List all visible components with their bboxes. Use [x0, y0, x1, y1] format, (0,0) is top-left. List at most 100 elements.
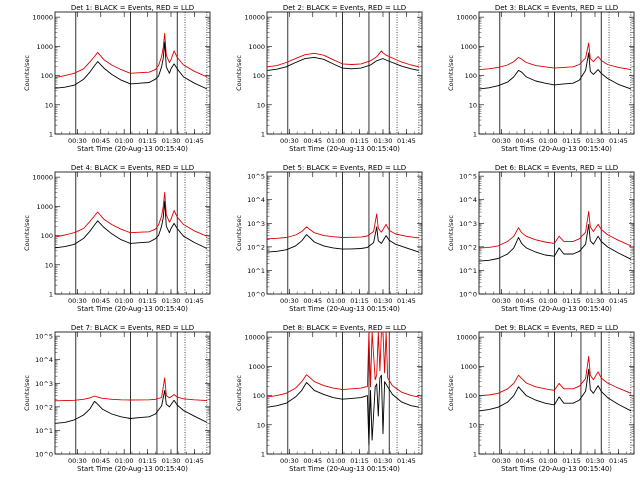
- x-tick-label: 01:45: [609, 137, 628, 145]
- plot-frame: [266, 331, 423, 455]
- x-tick-label: 01:45: [185, 297, 204, 305]
- events-series-line: [55, 389, 208, 424]
- x-axis-label: Start Time (20-Aug-13 00:15:40): [501, 305, 612, 313]
- y-tick-label: 100: [41, 232, 53, 240]
- panel-title: Det 3: BLACK = Events, RED = LLD: [495, 4, 618, 12]
- x-tick-label: 00:30: [492, 457, 511, 465]
- detector-panel-5: Det 5: BLACK = Events, RED = LLD 10^0 10^1…: [235, 164, 423, 313]
- y-axis-label: Counts/sec: [23, 375, 31, 411]
- y-tick-label: 100: [465, 392, 477, 400]
- y-tick-label: 1000: [460, 363, 477, 371]
- x-tick-label: 00:45: [515, 457, 534, 465]
- y-tick-label: 10^0: [459, 291, 477, 299]
- y-tick-label: 100: [41, 72, 53, 80]
- y-tick-label: 100: [465, 72, 477, 80]
- y-tick-label: 10000: [244, 14, 265, 22]
- x-axis-label: Start Time (20-Aug-13 00:15:40): [77, 305, 188, 313]
- y-tick-label: 10: [257, 421, 265, 429]
- y-tick-label: 10^4: [459, 196, 477, 204]
- x-tick-label: 01:00: [115, 457, 134, 465]
- panel-title: Det 6: BLACK = Events, RED = LLD: [495, 164, 618, 172]
- y-tick-label: 1: [261, 131, 265, 139]
- y-tick-label: 10^1: [35, 427, 53, 435]
- x-tick-label: 00:45: [91, 297, 110, 305]
- y-tick-label: 10: [45, 101, 53, 109]
- x-tick-label: 01:00: [327, 297, 346, 305]
- y-tick-label: 10^2: [247, 243, 265, 251]
- x-tick-label: 00:30: [280, 297, 299, 305]
- y-tick-label: 10^0: [247, 291, 265, 299]
- x-tick-label: 01:30: [586, 457, 605, 465]
- panel-title: Det 8: BLACK = Events, RED = LLD: [283, 324, 406, 332]
- panel-title: Det 2: BLACK = Events, RED = LLD: [283, 4, 406, 12]
- events-series-line: [267, 56, 419, 71]
- lld-series-line: [479, 355, 632, 397]
- x-tick-label: 01:00: [539, 297, 558, 305]
- x-tick-label: 01:45: [185, 457, 204, 465]
- y-tick-label: 1: [261, 451, 265, 459]
- x-tick-label: 00:45: [91, 457, 110, 465]
- x-tick-label: 01:30: [586, 297, 605, 305]
- y-axis-label: Counts/sec: [447, 215, 455, 251]
- detector-panel-3: Det 3: BLACK = Events, RED = LLD 1 10 100 10…: [447, 4, 635, 153]
- x-tick-label: 01:45: [609, 457, 628, 465]
- y-tick-label: 10^2: [459, 243, 477, 251]
- y-tick-label: 10000: [244, 334, 265, 342]
- y-tick-label: 1: [473, 451, 477, 459]
- x-tick-label: 00:45: [303, 297, 322, 305]
- plot-frame: [54, 171, 211, 295]
- x-tick-label: 01:15: [138, 297, 157, 305]
- x-tick-label: 01:30: [374, 137, 393, 145]
- plot-frame: [54, 11, 211, 135]
- events-series-line: [479, 52, 632, 90]
- plot-frame: [478, 331, 635, 455]
- x-tick-label: 01:15: [138, 457, 157, 465]
- x-tick-label: 01:15: [562, 137, 581, 145]
- events-series-line: [479, 368, 632, 412]
- plot-frame: [266, 11, 423, 135]
- y-tick-label: 10^3: [35, 380, 53, 388]
- panel-title: Det 5: BLACK = Events, RED = LLD: [283, 164, 406, 172]
- y-tick-label: 10^3: [247, 220, 265, 228]
- x-tick-label: 01:30: [162, 137, 181, 145]
- plot-frame: [54, 331, 211, 455]
- x-tick-label: 01:15: [562, 297, 581, 305]
- x-tick-label: 01:45: [397, 297, 416, 305]
- panel-title: Det 7: BLACK = Events, RED = LLD: [71, 324, 194, 332]
- events-series-line: [267, 374, 419, 446]
- y-axis-label: Counts/sec: [235, 375, 243, 411]
- y-tick-label: 10000: [32, 14, 53, 22]
- x-tick-label: 00:30: [492, 137, 511, 145]
- y-tick-label: 10^1: [247, 267, 265, 275]
- x-tick-label: 00:30: [492, 297, 511, 305]
- x-tick-label: 00:45: [515, 137, 534, 145]
- y-tick-label: 10^5: [35, 333, 53, 341]
- y-tick-label: 10^5: [247, 173, 265, 181]
- detector-panel-8: Det 8: BLACK = Events, RED = LLD 1 10 100 10…: [235, 324, 423, 473]
- detector-panel-2: Det 2: BLACK = Events, RED = LLD 1 10 100 10…: [235, 4, 423, 153]
- plot-frame: [478, 11, 635, 135]
- y-tick-label: 10000: [32, 174, 53, 182]
- panel-title: Det 4: BLACK = Events, RED = LLD: [71, 164, 194, 172]
- x-tick-label: 00:45: [303, 137, 322, 145]
- y-tick-label: 1000: [36, 203, 53, 211]
- y-tick-label: 10^3: [459, 220, 477, 228]
- x-axis-label: Start Time (20-Aug-13 00:15:40): [289, 305, 400, 313]
- y-tick-label: 10: [257, 101, 265, 109]
- x-axis-label: Start Time (20-Aug-13 00:15:40): [501, 465, 612, 473]
- events-series-line: [55, 41, 208, 90]
- x-axis-label: Start Time (20-Aug-13 00:15:40): [289, 145, 400, 153]
- y-tick-label: 1: [473, 131, 477, 139]
- lld-series-line: [267, 213, 419, 240]
- events-series-line: [55, 200, 208, 249]
- detector-panel-7: Det 7: BLACK = Events, RED = LLD 10^0 10^1…: [23, 324, 211, 473]
- detector-panel-6: Det 6: BLACK = Events, RED = LLD 10^0 10^1…: [447, 164, 635, 313]
- y-tick-label: 10^1: [459, 267, 477, 275]
- x-tick-label: 00:30: [68, 457, 87, 465]
- x-tick-label: 01:30: [374, 297, 393, 305]
- x-tick-label: 01:15: [350, 457, 369, 465]
- y-tick-label: 1000: [248, 43, 265, 51]
- x-axis-label: Start Time (20-Aug-13 00:15:40): [501, 145, 612, 153]
- x-tick-label: 01:00: [327, 137, 346, 145]
